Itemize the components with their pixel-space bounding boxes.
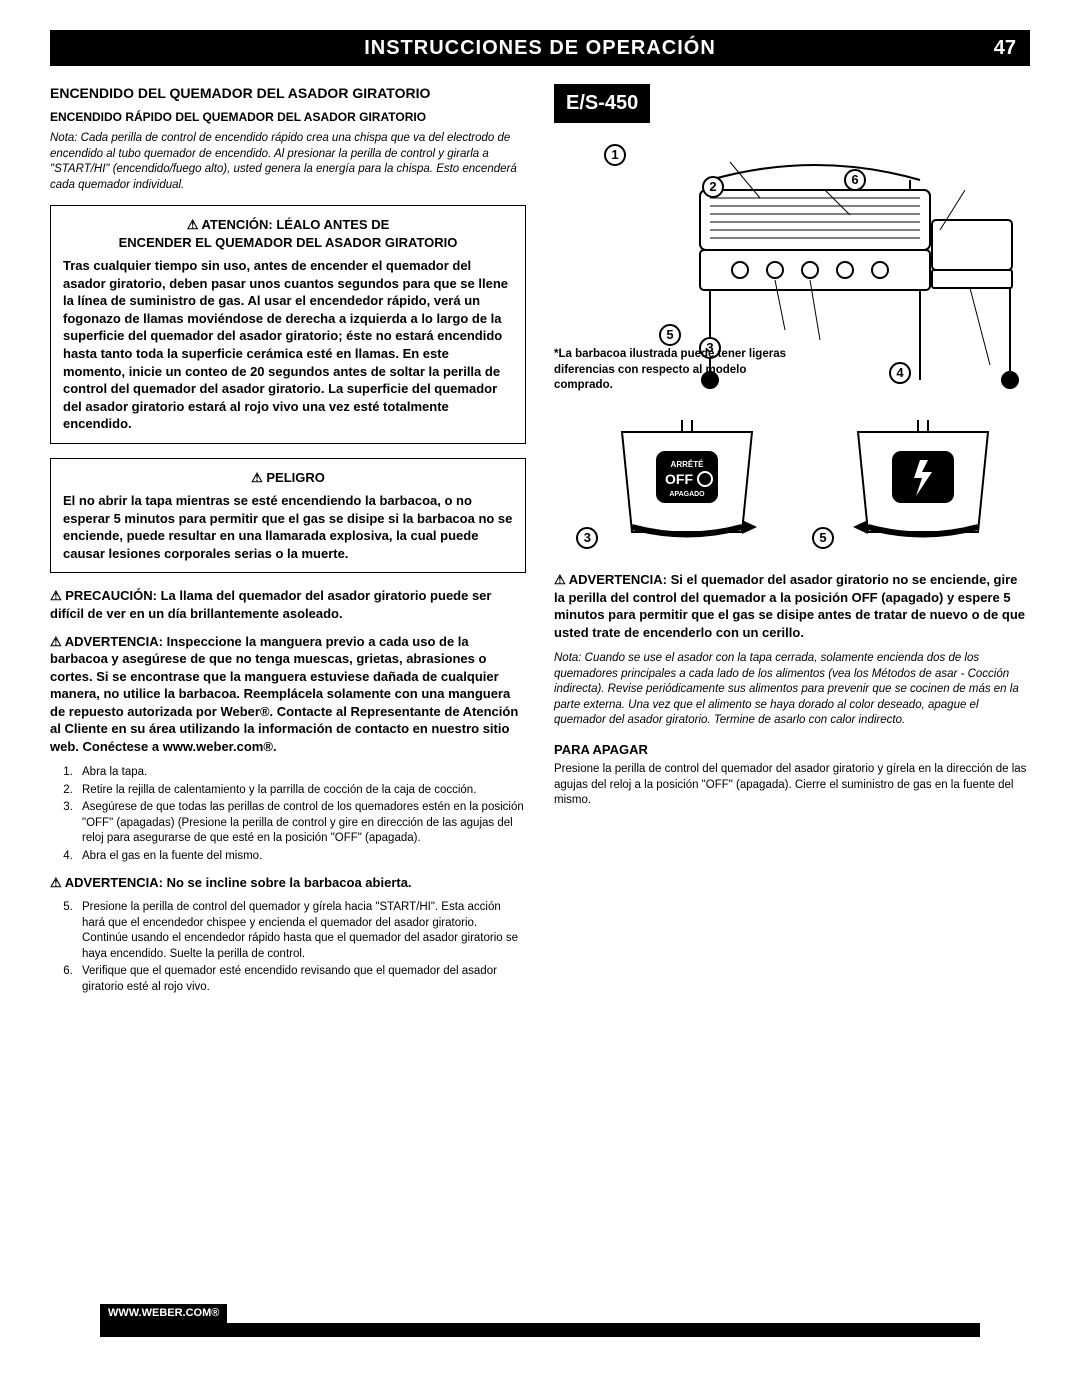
header-bar: INSTRUCCIONES DE OPERACIÓN 47 [50, 30, 1030, 66]
page-number: 47 [994, 35, 1016, 62]
knob-num-3: 3 [576, 527, 598, 549]
right-column: E/S-450 [554, 84, 1030, 1005]
callout-4: 4 [889, 362, 911, 384]
step-item: Verifique que el quemador esté encendido… [76, 964, 526, 995]
danger-box: ⚠ PELIGRO El no abrir la tapa mientras s… [50, 458, 526, 574]
knob-ignite-diagram: 5 [812, 412, 1008, 555]
danger-box-title: ⚠ PELIGRO [63, 469, 513, 487]
callout-1: 1 [604, 144, 626, 166]
knob-diagrams: 3 ARRÊTÉ OFF APAGADO 5 [554, 412, 1030, 555]
knob-num-5: 5 [812, 527, 834, 549]
lean-warning: ⚠ ADVERTENCIA: No se incline sobre la ba… [50, 874, 526, 892]
svg-text:OFF: OFF [665, 471, 693, 487]
attention-box-body: Tras cualquier tiempo sin uso, antes de … [63, 257, 513, 432]
step-item: Presione la perilla de control del quema… [76, 900, 526, 962]
para-apagar-title: PARA APAGAR [554, 741, 1030, 759]
intro-note: Nota: Cada perilla de control de encendi… [50, 131, 526, 193]
section-title: ENCENDIDO DEL QUEMADOR DEL ASADOR GIRATO… [50, 84, 526, 103]
indirect-note: Nota: Cuando se use el asador con la tap… [554, 651, 1030, 729]
para-apagar-body: Presione la perilla de control del quema… [554, 762, 1030, 809]
step-item: Asegúrese de que todas las perillas de c… [76, 800, 526, 847]
precaution-warning: ⚠ PRECAUCIÓN: La llama del quemador del … [50, 587, 526, 622]
svg-text:APAGADO: APAGADO [669, 491, 705, 498]
callout-2: 2 [702, 176, 724, 198]
footer-url: WWW.WEBER.COM® [100, 1304, 227, 1323]
model-label: E/S-450 [554, 84, 650, 123]
burner-off-warning: ⚠ ADVERTENCIA: Si el quemador del asador… [554, 571, 1030, 641]
knob-ignite-icon [838, 412, 1008, 542]
left-column: ENCENDIDO DEL QUEMADOR DEL ASADOR GIRATO… [50, 84, 526, 1005]
step-item: Abra la tapa. [76, 765, 526, 781]
callout-6: 6 [844, 169, 866, 191]
danger-box-body: El no abrir la tapa mientras se esté enc… [63, 492, 513, 562]
callout-5: 5 [659, 324, 681, 346]
steps-list-1: Abra la tapa. Retire la rejilla de calen… [50, 765, 526, 864]
svg-text:ARRÊTÉ: ARRÊTÉ [671, 460, 705, 469]
step-item: Retire la rejilla de calentamiento y la … [76, 783, 526, 799]
header-title: INSTRUCCIONES DE OPERACIÓN [364, 35, 716, 62]
grill-caption: *La barbacoa ilustrada puede tener liger… [554, 347, 794, 394]
sub-title: ENCENDIDO RÁPIDO DEL QUEMADOR DEL ASADOR… [50, 109, 526, 125]
step-item: Abra el gas en la fuente del mismo. [76, 849, 526, 865]
attention-box: ⚠ ATENCIÓN: LÉALO ANTES DE ENCENDER EL Q… [50, 205, 526, 444]
grill-figure: E/S-450 [554, 84, 1030, 394]
footer-bar: WWW.WEBER.COM® [100, 1303, 980, 1337]
knob-off-diagram: 3 ARRÊTÉ OFF APAGADO [576, 412, 772, 555]
knob-off-icon: ARRÊTÉ OFF APAGADO [602, 412, 772, 542]
attention-box-title: ⚠ ATENCIÓN: LÉALO ANTES DE ENCENDER EL Q… [63, 216, 513, 251]
steps-list-2: Presione la perilla de control del quema… [50, 900, 526, 995]
hose-warning: ⚠ ADVERTENCIA: Inspeccione la manguera p… [50, 633, 526, 756]
